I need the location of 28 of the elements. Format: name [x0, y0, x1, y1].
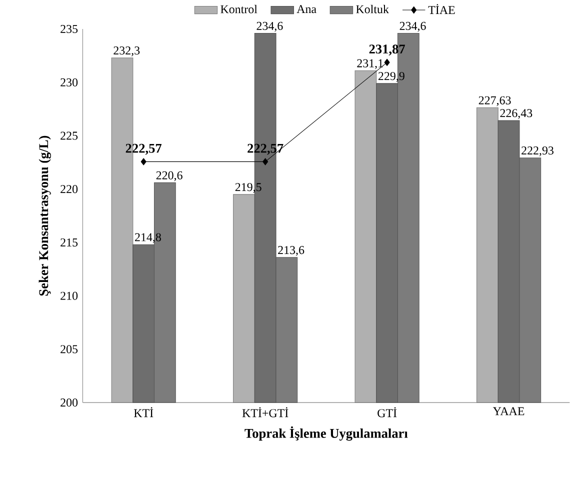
x-tick-label: GTİ	[378, 407, 397, 418]
y-axis-title: Şeker Konsantrasyonu (g/L)	[38, 136, 51, 296]
data-label: 222,93	[522, 146, 554, 156]
y-tick-label: 220	[60, 184, 78, 194]
legend-label: TİAE	[428, 4, 455, 14]
x-tick-label: YAAE	[492, 407, 524, 416]
data-label: 226,43	[500, 108, 532, 119]
x-tick-label: KTİ+GTİ	[242, 407, 288, 418]
data-label: 213,6	[278, 246, 304, 256]
data-label: 232,3	[114, 46, 140, 56]
y-tick-label: 205	[60, 345, 78, 354]
legend-label: Ana	[296, 4, 316, 13]
y-tick-label: 210	[60, 292, 78, 300]
y-tick-label: 230	[60, 78, 78, 86]
data-label: 234,6	[400, 22, 426, 32]
data-label: 234,6	[256, 22, 283, 32]
data-label: 231,1	[357, 59, 383, 69]
y-tick-label: 225	[60, 132, 78, 140]
x-tick-label: KTİ	[134, 407, 154, 417]
x-axis-title: Toprak İşleme Uygulamaları	[244, 426, 408, 441]
data-label: 222,57	[126, 144, 162, 155]
legend-label: Kontrol	[220, 4, 258, 14]
y-tick-label: 215	[60, 238, 78, 246]
y-tick-label: 200	[60, 398, 78, 406]
legend-label: Koltuk	[356, 4, 389, 14]
data-label: 227,63	[478, 96, 511, 106]
data-label: 220,6	[156, 171, 182, 181]
y-tick-label: 235	[60, 24, 78, 33]
